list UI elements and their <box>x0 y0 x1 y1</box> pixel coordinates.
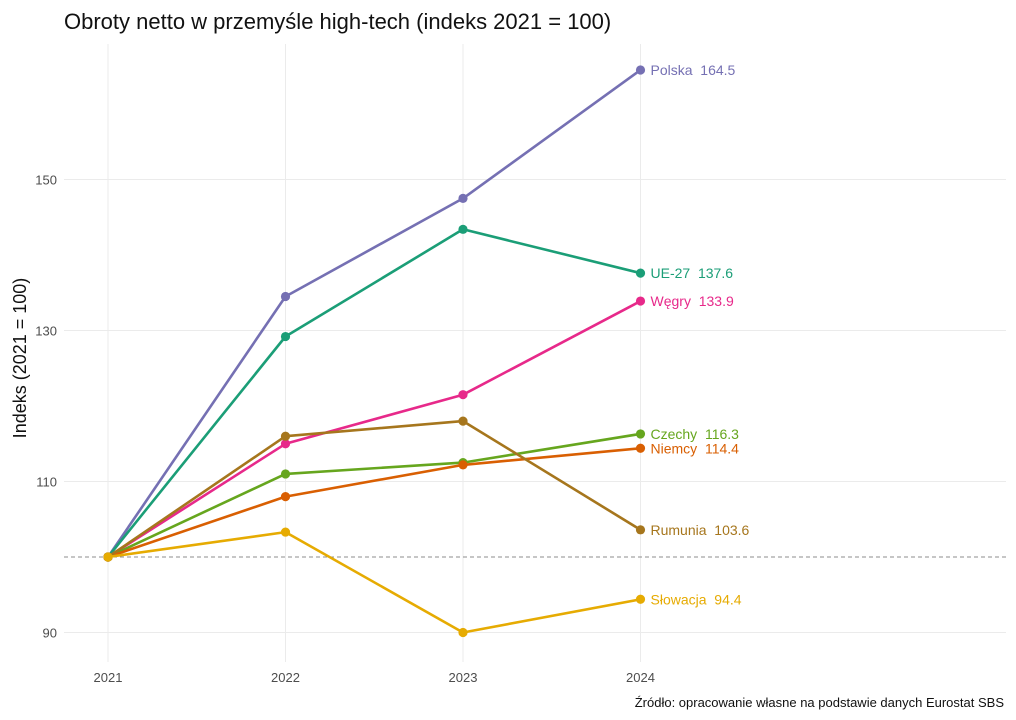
point-czechy <box>280 469 291 479</box>
y-tick-label: 110 <box>36 475 57 490</box>
series-line-polska <box>106 68 642 559</box>
point-niemcy <box>280 492 291 502</box>
point-s-owacja <box>635 594 646 604</box>
point-ue-27 <box>635 268 646 278</box>
series-line-s-owacja <box>106 530 642 634</box>
series-line-w-gry <box>106 299 642 559</box>
point-polska <box>280 291 291 302</box>
point-s-owacja <box>458 627 468 638</box>
point-polska <box>458 193 468 203</box>
series-line-czechy <box>106 432 642 559</box>
point-rumunia <box>635 525 646 535</box>
x-tick-label: 2021 <box>94 670 123 685</box>
end-label-rumunia: Rumunia 103.6 <box>651 522 750 538</box>
point-rumunia <box>280 431 291 441</box>
point-s-owacja <box>280 527 291 537</box>
point-w-gry <box>458 390 468 400</box>
y-tick-label: 90 <box>43 626 57 641</box>
point-polska <box>635 65 646 75</box>
point-czechy <box>635 429 646 439</box>
y-tick-label: 150 <box>35 173 57 188</box>
point-ue-27 <box>458 224 468 234</box>
axis-layer: 90 110 130 150 2021 2022 2023 2024 <box>35 173 655 686</box>
x-tick-label: 2022 <box>271 670 300 685</box>
end-label-polska: Polska 164.5 <box>651 62 736 78</box>
point-w-gry <box>635 296 646 306</box>
point-rumunia <box>458 416 468 426</box>
end-label-czechy: Czechy 116.3 <box>651 426 740 442</box>
series-line-niemcy <box>106 446 642 559</box>
series-line-ue-27 <box>106 228 642 559</box>
end-label-ue-27: UE-27 137.6 <box>651 265 734 281</box>
point-w-gry <box>280 439 291 449</box>
end-label-niemcy: Niemcy 114.4 <box>651 440 740 456</box>
series-line-rumunia <box>106 419 642 559</box>
point-s-owacja <box>103 552 113 562</box>
y-tick-label: 130 <box>35 324 57 339</box>
point-niemcy <box>635 443 646 453</box>
y-axis-label: Indeks (2021 = 100) <box>10 278 30 439</box>
end-label-s-owacja: Słowacja 94.4 <box>651 591 742 607</box>
chart-caption: Źródło: opracowanie własne na podstawie … <box>635 695 1005 710</box>
point-ue-27 <box>280 331 291 342</box>
point-niemcy <box>458 460 468 470</box>
chart-title: Obroty netto w przemyśle high-tech (inde… <box>64 9 611 34</box>
end-label-w-gry: Węgry 133.9 <box>651 293 734 309</box>
x-tick-label: 2023 <box>449 670 478 685</box>
x-tick-label: 2024 <box>626 670 655 685</box>
grid-layer <box>64 44 1006 662</box>
series-layer: Polska 164.5 UE-27 137.6 Węgry 133.9 Czechy… <box>103 62 750 638</box>
